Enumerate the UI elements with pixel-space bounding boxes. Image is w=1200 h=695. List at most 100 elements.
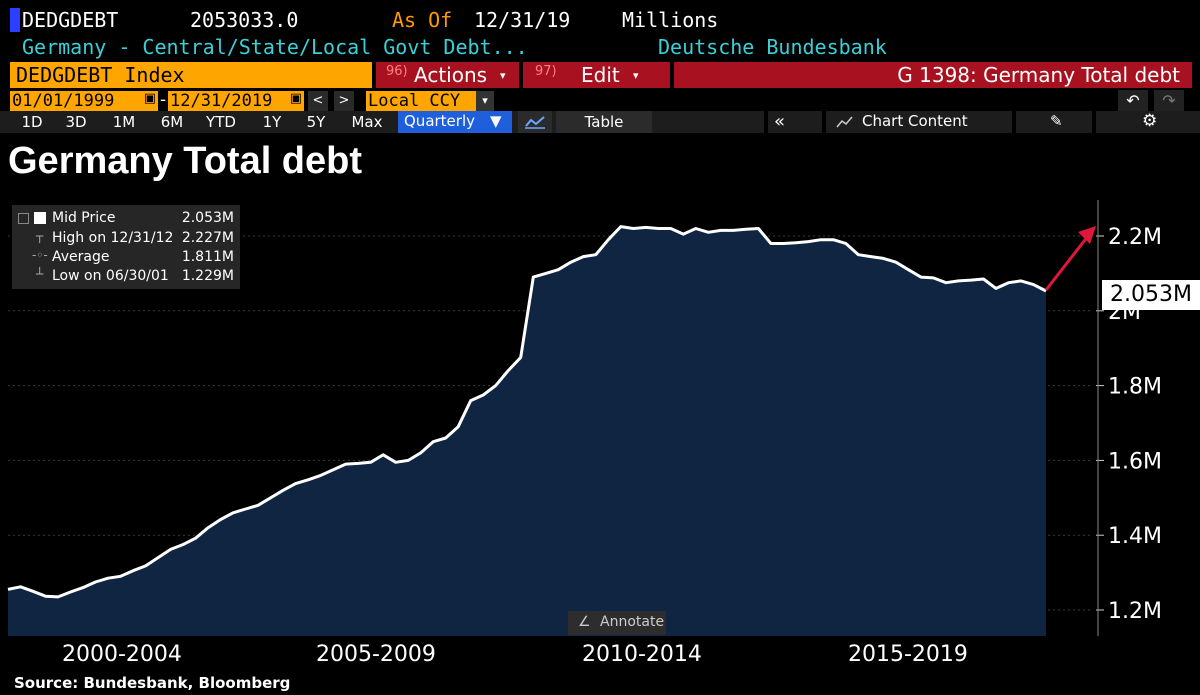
range-3d[interactable]: 3D	[65, 113, 87, 131]
frequency-text: Quarterly	[404, 112, 475, 130]
y-tick-label: 2.2M	[1108, 225, 1162, 250]
arrow-annotation	[1044, 226, 1096, 291]
series-swatch	[34, 212, 46, 224]
footer-source: Source: Bundesbank, Bloomberg	[14, 674, 291, 692]
legend-high: ┬ High on 12/31/12 2.227M	[16, 229, 238, 248]
collapse-icon[interactable]	[18, 213, 29, 224]
caret-down-icon: ▾	[476, 91, 494, 111]
security-description: Germany - Central/State/Local Govt Debt.…	[22, 35, 528, 59]
annotate-label: Annotate	[600, 614, 665, 630]
range-6m[interactable]: 6M	[160, 113, 184, 131]
currency-text: Local CCY	[368, 91, 461, 111]
annotate-button[interactable]: ∠ Annotate	[568, 611, 666, 635]
last-value-label: 2.053M	[1102, 280, 1200, 310]
y-tick-label: 1.2M	[1108, 599, 1162, 624]
chart-name-text: G 1398: Germany Total debt	[897, 63, 1180, 87]
chart-legend[interactable]: Mid Price 2.053M ┬ High on 12/31/12 2.22…	[12, 205, 240, 289]
range-1y[interactable]: 1Y	[262, 113, 282, 131]
range-5y[interactable]: 5Y	[306, 113, 326, 131]
chart-title: Germany Total debt	[8, 140, 363, 182]
legend-value: 2.227M	[181, 230, 234, 246]
y-tick-label: 1.4M	[1108, 524, 1162, 549]
range-ytd[interactable]: YTD	[206, 113, 236, 131]
x-group-label: 2015-2019	[848, 642, 968, 667]
average-marker-icon: -◦-	[32, 248, 48, 262]
chart-view-button[interactable]	[518, 111, 552, 133]
chart-name-label: G 1398: Germany Total debt	[674, 62, 1192, 88]
toolbar-divider	[822, 111, 826, 133]
security-marker	[10, 8, 20, 32]
security-description-row: Germany - Central/State/Local Govt Debt.…	[0, 35, 1200, 61]
legend-label: Mid Price	[52, 210, 116, 226]
index-field[interactable]: DEDGDEBT Index	[10, 62, 372, 88]
index-field-label: DEDGDEBT Index	[16, 63, 185, 87]
x-axis: 2000-2004 2005-2009 2010-2014 2015-2019	[0, 636, 1200, 672]
chevron-left-icon: <	[312, 93, 324, 108]
data-source: Deutsche Bundesbank	[658, 35, 887, 59]
actions-button[interactable]: 96) Actions ▾	[376, 62, 519, 88]
chart-content-label: Chart Content	[862, 112, 968, 130]
start-date-field[interactable]: 01/01/1999 ▣	[10, 91, 158, 111]
toolbar-divider	[764, 111, 768, 133]
x-group-label: 2000-2004	[62, 642, 182, 667]
undo-icon: ↶	[1126, 91, 1140, 110]
edit-label: Edit	[581, 63, 620, 87]
toolbar-divider	[1092, 111, 1096, 133]
redo-button[interactable]: ↷	[1154, 90, 1184, 112]
prev-period-button[interactable]: <	[308, 91, 328, 111]
range-1d[interactable]: 1D	[21, 113, 43, 131]
y-tick-label: 1.8M	[1108, 375, 1162, 400]
calendar-icon[interactable]: ▣	[143, 91, 156, 106]
low-marker-icon: ┴	[36, 267, 44, 281]
pencil-icon: ∠	[578, 614, 591, 630]
table-view-label: Table	[584, 113, 624, 131]
undo-button[interactable]: ↶	[1118, 90, 1148, 112]
triangle-down-icon: ▼	[490, 112, 502, 130]
security-header: DEDGDEBT 2053033.0 As Of 12/31/19 Millio…	[0, 6, 1200, 34]
range-1m[interactable]: 1M	[112, 113, 136, 131]
date-range-bar: 01/01/1999 ▣ - 12/31/2019 ▣ < > Local CC…	[0, 90, 1200, 112]
edit-button[interactable]: 97) Edit ▾	[523, 62, 670, 88]
legend-average: -◦- Average 1.811M	[16, 248, 238, 267]
caret-down-icon: ▾	[633, 69, 639, 82]
command-bar: DEDGDEBT Index 96) Actions ▾ 97) Edit ▾ …	[0, 62, 1200, 88]
actions-label: Actions	[414, 63, 488, 87]
currency-select[interactable]: Local CCY ▾	[366, 91, 494, 111]
as-of-label: As Of	[392, 8, 453, 32]
last-value-text: 2.053M	[1110, 282, 1192, 307]
calendar-icon[interactable]: ▣	[289, 91, 302, 106]
edit-pencil-icon[interactable]: ✎	[1050, 112, 1063, 130]
end-date-field[interactable]: 12/31/2019 ▣	[168, 91, 304, 111]
high-marker-icon: ┬	[36, 229, 44, 243]
frequency-select[interactable]: Quarterly ▼	[398, 111, 512, 133]
chart-content-icon	[836, 116, 853, 128]
legend-label: Average	[52, 249, 110, 265]
range-toolbar: 1D 3D 1M 6M YTD 1Y 5Y Max Quarterly ▼ Ta…	[0, 111, 1200, 133]
legend-value: 1.811M	[181, 249, 234, 265]
last-value: 2053033.0	[190, 8, 299, 32]
legend-value: 2.053M	[181, 210, 234, 226]
caret-down-icon: ▾	[500, 69, 506, 82]
legend-label: Low on 06/30/01	[52, 268, 169, 284]
line-chart-icon	[525, 116, 545, 129]
next-period-button[interactable]: >	[334, 91, 354, 111]
legend-label: High on 12/31/12	[52, 230, 174, 246]
legend-mid-price: Mid Price 2.053M	[16, 209, 238, 228]
chevron-right-icon: >	[338, 93, 350, 108]
redo-icon: ↷	[1162, 91, 1176, 110]
units-label: Millions	[622, 8, 719, 32]
toolbar-divider	[1012, 111, 1016, 133]
legend-low: ┴ Low on 06/30/01 1.229M	[16, 267, 238, 286]
ticker-label: DEDGDEBT	[22, 8, 119, 32]
legend-value: 1.229M	[181, 268, 234, 284]
table-view-button[interactable]: Table	[556, 111, 652, 133]
gear-icon[interactable]: ⚙	[1142, 111, 1158, 131]
start-date-text: 01/01/1999	[12, 91, 115, 111]
double-chevron-left-icon[interactable]: «	[774, 111, 786, 132]
y-tick-label: 1.6M	[1108, 449, 1162, 474]
range-max[interactable]: Max	[351, 113, 383, 131]
series-line	[7, 225, 1047, 599]
end-date-text: 12/31/2019	[170, 91, 273, 111]
